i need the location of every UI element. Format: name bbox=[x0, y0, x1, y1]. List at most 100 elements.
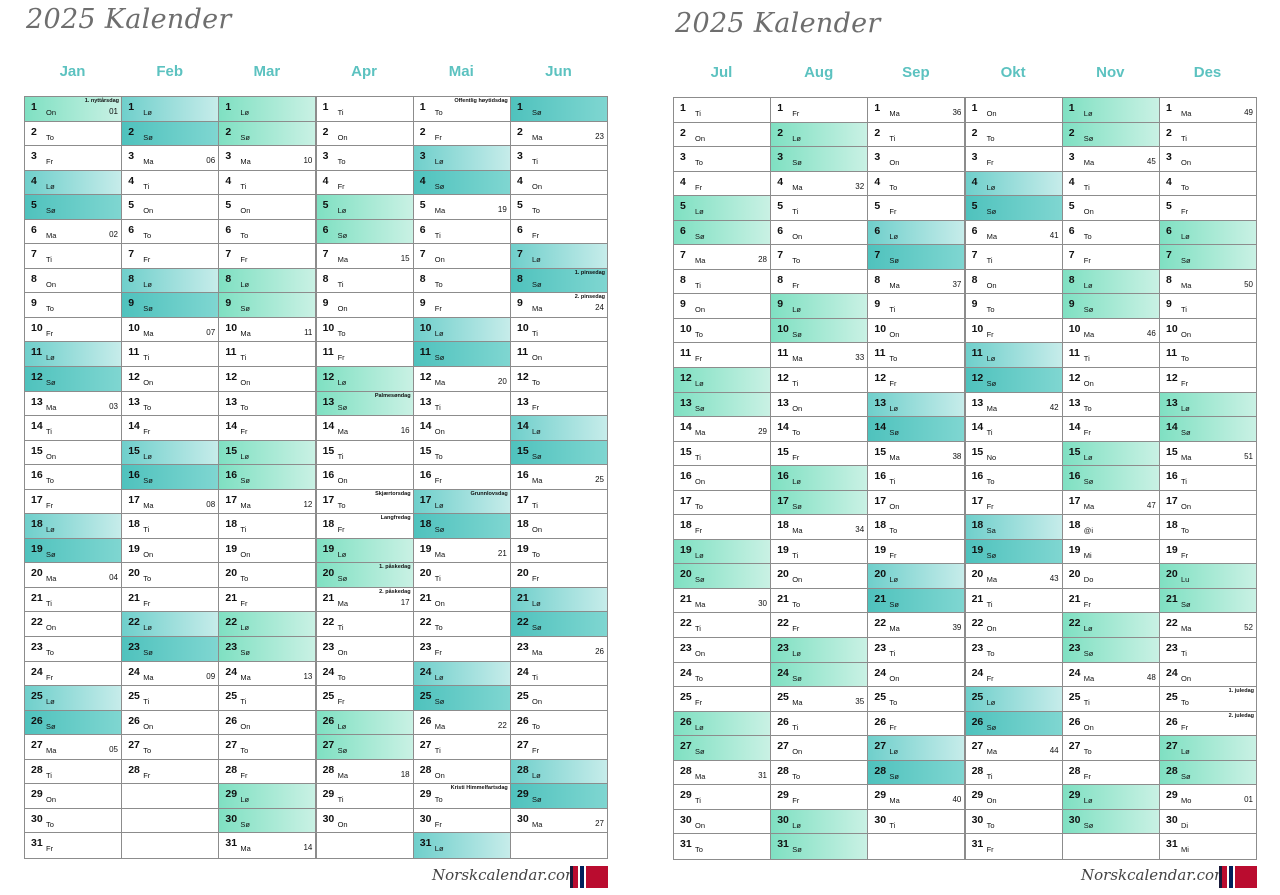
day-cell: 6 To bbox=[1062, 221, 1159, 246]
day-number: 29 bbox=[777, 789, 789, 802]
day-cell: 27 To bbox=[1062, 736, 1159, 761]
day-cell: 20 Ma 43 bbox=[965, 564, 1062, 589]
day-number: 14 bbox=[874, 421, 887, 434]
day-cell: 10 Ma 11 bbox=[219, 318, 316, 343]
day-number: 3 bbox=[680, 151, 686, 164]
week-number: 38 bbox=[952, 451, 962, 461]
day-number: 17 bbox=[225, 493, 238, 506]
day-cell: 11 On bbox=[511, 342, 607, 368]
weekday-label: Ti bbox=[1181, 133, 1187, 143]
day-cell: 28 Ti bbox=[25, 760, 121, 785]
day-cell: 3 Ti bbox=[511, 146, 607, 171]
weekday-label: Ti bbox=[889, 305, 896, 315]
weekday-label: To bbox=[1181, 526, 1189, 536]
day-number: 5 bbox=[874, 200, 881, 213]
day-number: 25 bbox=[517, 690, 529, 703]
day-number: 25 bbox=[225, 690, 238, 703]
weekday-label: Ma bbox=[532, 819, 543, 829]
day-number: 21 bbox=[1068, 592, 1081, 605]
week-number: 04 bbox=[109, 573, 118, 583]
day-cell: 8 On bbox=[965, 270, 1062, 295]
weekday-label: On bbox=[889, 673, 900, 683]
weekday-label: Ti bbox=[986, 256, 993, 266]
weekday-label: Fr bbox=[889, 722, 897, 732]
weekday-label: Ti bbox=[889, 133, 896, 143]
day-cell: 24 Ti bbox=[511, 662, 607, 687]
day-number: 14 bbox=[777, 421, 789, 434]
day-cell: 27 Fr bbox=[511, 735, 607, 760]
empty-day-cell bbox=[868, 834, 964, 859]
day-cell: 13 To bbox=[122, 392, 219, 417]
holiday-label: Langfredag bbox=[380, 515, 411, 522]
day-number: 20 bbox=[517, 567, 529, 580]
week-number: 03 bbox=[109, 401, 118, 411]
weekday-label: On bbox=[1181, 329, 1192, 339]
day-number: 16 bbox=[31, 469, 43, 482]
day-cell: 6 Fr bbox=[511, 220, 607, 245]
day-number: 9 bbox=[680, 298, 686, 311]
weekday-label: Sø bbox=[240, 819, 250, 829]
weekday-label: To bbox=[792, 771, 801, 781]
day-cell: 14 To bbox=[771, 417, 868, 442]
month-header-aug: Aug bbox=[804, 64, 834, 81]
weekday-label: Fr bbox=[240, 427, 248, 437]
month-header-jul: Jul bbox=[710, 64, 733, 81]
week-number: 42 bbox=[1049, 402, 1059, 412]
day-number: 12 bbox=[874, 372, 887, 385]
day-cell: 4 Ti bbox=[219, 171, 316, 196]
weekday-label: Sø bbox=[434, 353, 445, 363]
holiday-label: Grunnlovsdag bbox=[470, 490, 508, 497]
weekday-label: Sø bbox=[695, 231, 705, 241]
weekday-label: Ti bbox=[889, 477, 896, 487]
day-cell: 5 Sø bbox=[965, 196, 1062, 221]
day-cell: 1 Ti bbox=[316, 97, 413, 122]
day-number: 5 bbox=[31, 199, 37, 212]
week-number: 28 bbox=[758, 255, 767, 265]
day-number: 5 bbox=[517, 199, 523, 212]
day-number: 1 bbox=[225, 101, 232, 113]
weekday-label: Lø bbox=[434, 844, 444, 854]
weekday-label: To bbox=[337, 672, 346, 682]
day-cell: 4 To bbox=[1160, 172, 1256, 197]
day-cell: 10 Fr bbox=[965, 319, 1062, 344]
day-number: 14 bbox=[1068, 421, 1081, 434]
day-cell: 20 Sø bbox=[674, 564, 770, 589]
day-number: 6 bbox=[419, 223, 426, 236]
day-cell: 24 Sø bbox=[771, 662, 868, 688]
weekday-label: Sø bbox=[889, 428, 899, 438]
day-number: 30 bbox=[1166, 813, 1178, 826]
day-number: 1 bbox=[419, 101, 426, 113]
norway-flag-icon bbox=[1219, 866, 1257, 888]
day-cell: 19 Fr bbox=[1160, 540, 1256, 565]
weekday-label: On bbox=[695, 649, 706, 659]
day-number: 10 bbox=[322, 321, 335, 334]
day-cell: 29 Fr bbox=[771, 785, 868, 810]
day-number: 9 bbox=[31, 297, 37, 310]
week-number: 33 bbox=[855, 353, 865, 363]
weekday-label: Ma bbox=[337, 770, 349, 780]
weekday-label: Ma bbox=[1083, 158, 1095, 168]
day-cell: 21 Fr bbox=[219, 588, 316, 613]
weekday-label: Ma bbox=[889, 452, 900, 462]
weekday-label: Ma bbox=[532, 648, 543, 658]
weekday-label: Ma bbox=[1083, 329, 1095, 339]
weekday-label: To bbox=[434, 623, 443, 633]
month-column-jan: 1 On 01 1. nyttårsdag 2 To 3 Fr 4 Lø 5 Sø 6 Ma 02 7 Ti 8 O… bbox=[24, 96, 122, 859]
weekday-label: Fr bbox=[1083, 256, 1091, 266]
day-number: 17 bbox=[971, 494, 984, 507]
day-cell: 12 Sø bbox=[965, 368, 1062, 393]
day-cell: 18 Lø bbox=[25, 514, 121, 539]
day-cell: 24 Ma 13 bbox=[219, 662, 316, 687]
day-cell: 10 Ma 07 bbox=[122, 318, 219, 343]
weekday-label: Ti bbox=[143, 697, 150, 707]
weekday-label: Sø bbox=[695, 403, 705, 413]
weekday-label: Lø bbox=[1181, 403, 1190, 413]
day-number: 7 bbox=[777, 249, 784, 262]
day-cell: 22 Lø bbox=[1062, 613, 1159, 639]
week-number: 44 bbox=[1049, 746, 1059, 756]
week-number: 20 bbox=[497, 377, 507, 387]
weekday-label: Ma bbox=[337, 427, 349, 437]
weekday-label: Ti bbox=[337, 795, 344, 805]
day-number: 26 bbox=[322, 714, 335, 727]
weekday-label: Sø bbox=[889, 599, 899, 609]
